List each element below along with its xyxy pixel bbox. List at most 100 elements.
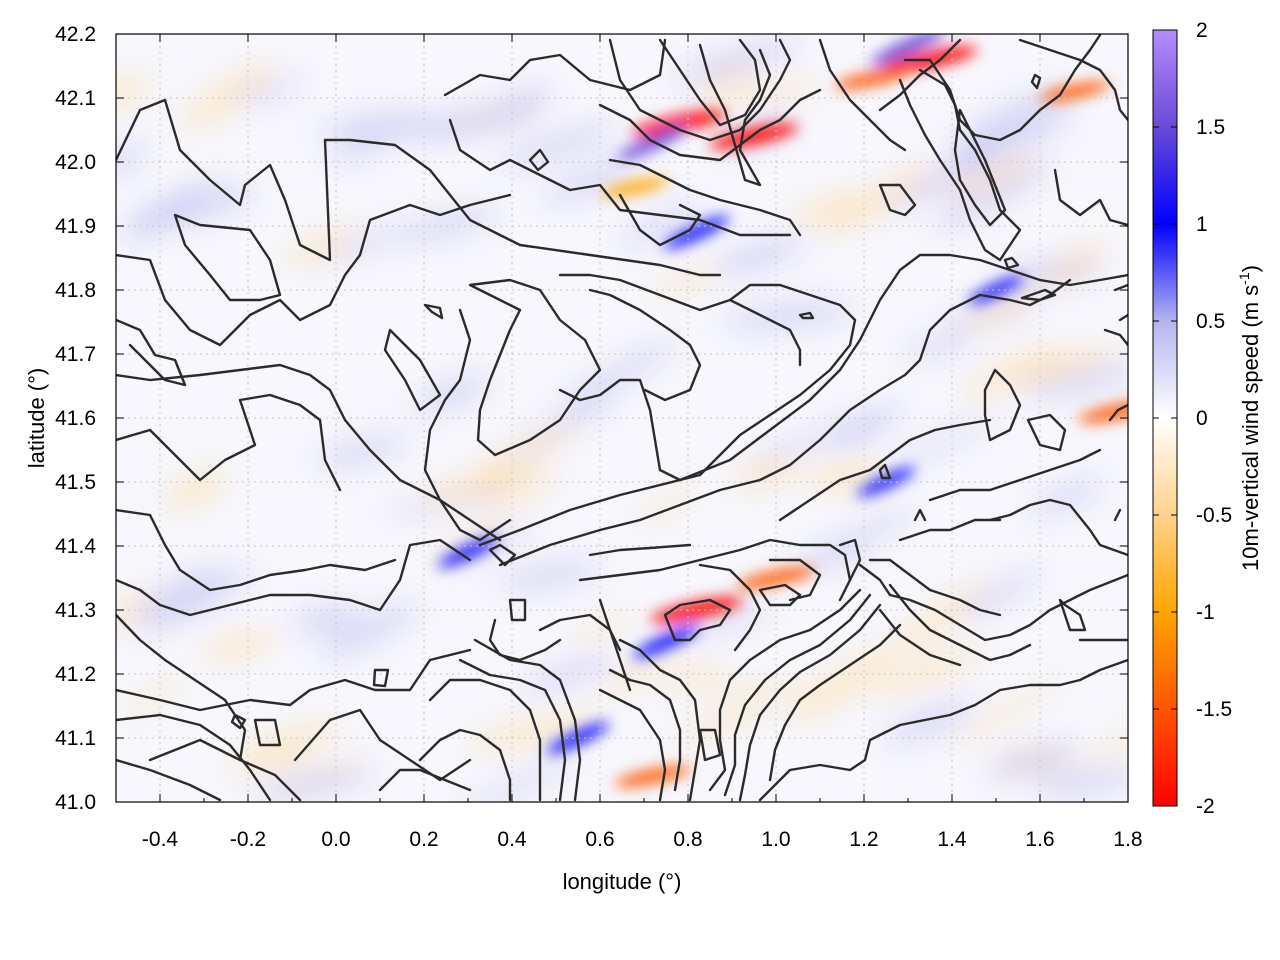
- colorbar-ticks: 2 1.5 1 0.5 0 -0.5 -1 -1.5 -2: [1153, 19, 1232, 818]
- x-tick-label: 0.0: [321, 828, 350, 851]
- field-texture-streak: [404, 106, 522, 142]
- field-texture-streak: [236, 720, 342, 764]
- field-texture-streak: [498, 123, 618, 168]
- x-tick-label: 1.2: [849, 828, 878, 851]
- field-texture-streak: [1030, 478, 1104, 517]
- updraft-feature: [601, 177, 670, 198]
- field-texture: [116, 37, 1128, 802]
- field-texture-streak: [873, 646, 984, 696]
- updraft-feature: [631, 110, 727, 137]
- y-tick-label: 41.8: [55, 279, 96, 302]
- field-texture-streak: [660, 665, 728, 691]
- field-texture-streak: [467, 421, 582, 480]
- field-texture-streak: [543, 158, 637, 204]
- x-tick-label: -0.2: [230, 828, 266, 851]
- updraft-feature: [736, 566, 816, 590]
- field-texture-streak: [946, 678, 1062, 748]
- colorbar-tick-label: -1.5: [1196, 698, 1232, 721]
- field-texture-streak: [852, 510, 912, 537]
- updraft-feature: [614, 765, 691, 788]
- field-texture-streak: [723, 301, 855, 331]
- field-texture-streak: [135, 569, 253, 633]
- colorbar-tick-label: 0: [1196, 407, 1208, 430]
- colorbar-title-end: ): [1238, 265, 1263, 272]
- field-texture-streak: [934, 160, 1051, 230]
- updraft-feature: [834, 67, 911, 90]
- colorbar-tick-label: -1: [1196, 601, 1215, 624]
- updraft-feature: [650, 597, 744, 623]
- downdraft-feature: [870, 34, 946, 66]
- updraft-feature: [1078, 400, 1128, 424]
- y-tick-label: 41.0: [55, 791, 96, 814]
- y-tick-label: 41.3: [55, 599, 96, 622]
- field-texture-streak: [885, 413, 998, 474]
- field-texture-streak: [131, 566, 220, 618]
- colorbar-tick-label: 0.5: [1196, 310, 1225, 333]
- field-texture-streak: [1032, 768, 1128, 797]
- field-texture-streak: [520, 654, 617, 695]
- field-texture-streak: [671, 37, 803, 84]
- y-axis-title: latitude (°): [24, 368, 49, 469]
- colorbar: 2 1.5 1 0.5 0 -0.5 -1 -1.5 -2 10m-vertical wind …: [1152, 19, 1263, 818]
- downdraft-feature: [617, 125, 689, 161]
- field-texture-streak: [497, 561, 602, 590]
- field-texture-streak: [830, 404, 902, 448]
- y-axis-ticks: 41.0 41.1 41.2 41.3 41.4 41.5 41.6 41.7 41.8 41.9…: [55, 23, 1128, 814]
- field-texture-streak: [963, 347, 1064, 399]
- x-tick-label: 0.6: [585, 828, 614, 851]
- field-texture-streak: [951, 86, 1071, 150]
- downdraft-feature: [633, 625, 699, 659]
- colorbar-title-main: 10m-vertical wind speed (m s: [1238, 285, 1263, 571]
- field-texture-streak: [116, 594, 154, 629]
- x-axis-title: longitude (°): [563, 869, 682, 894]
- colorbar-tick-label: 1: [1196, 213, 1208, 236]
- field-texture-streak: [284, 228, 358, 265]
- x-axis-ticks: -0.4 -0.2 0.0 0.2 0.4 0.6 0.8 1.0 1.2 1.4 1.6 1.8: [115, 34, 1143, 851]
- y-tick-label: 41.1: [55, 727, 96, 750]
- field-texture-streak: [495, 85, 551, 124]
- y-tick-label: 41.7: [55, 343, 96, 366]
- field-texture-streak: [1013, 347, 1118, 384]
- field-texture-streak: [316, 436, 409, 467]
- colorbar-title: 10m-vertical wind speed (m s-1): [1236, 265, 1263, 571]
- field-texture-streak: [823, 164, 935, 235]
- field-texture-streak: [202, 630, 276, 662]
- field-texture-streak: [963, 283, 1039, 332]
- field-texture-streak: [893, 582, 992, 650]
- field-texture-streak: [291, 604, 360, 634]
- field-texture-streak: [1045, 242, 1104, 287]
- x-tick-label: -0.4: [142, 828, 179, 851]
- field-texture-streak: [252, 769, 376, 799]
- field-texture-streak: [1086, 719, 1128, 770]
- field-texture-streak: [127, 187, 257, 230]
- y-tick-label: 41.5: [55, 471, 96, 494]
- field-texture-streak: [324, 223, 410, 263]
- field-texture-streak: [329, 122, 407, 165]
- colorbar-tick-label: 1.5: [1196, 116, 1225, 139]
- field-texture-streak: [229, 747, 317, 776]
- x-tick-label: 1.4: [937, 828, 967, 851]
- field-texture-streak: [883, 145, 1008, 210]
- field-texture-streak: [787, 644, 902, 723]
- x-tick-label: 1.0: [761, 828, 790, 851]
- y-tick-label: 41.4: [55, 535, 96, 558]
- field-texture-streak: [179, 62, 276, 131]
- field-texture-streak: [883, 699, 977, 744]
- field-texture-streak: [560, 339, 679, 409]
- y-tick-label: 41.2: [55, 663, 96, 686]
- field-texture-streak: [713, 236, 805, 275]
- field-texture-streak: [116, 142, 147, 178]
- x-tick-label: 1.8: [1113, 828, 1142, 851]
- x-tick-label: 0.2: [409, 828, 438, 851]
- field-texture-streak: [419, 474, 517, 505]
- field-texture-streak: [315, 111, 429, 139]
- field-texture-streak: [572, 616, 634, 639]
- field-texture-streak: [620, 202, 702, 249]
- field-texture-streak: [987, 744, 1078, 779]
- field-texture-streak: [694, 83, 827, 104]
- field-texture-streak: [789, 192, 867, 226]
- field-texture-streak: [468, 713, 600, 751]
- y-tick-label: 41.6: [55, 407, 96, 430]
- y-tick-label: 41.9: [55, 215, 96, 238]
